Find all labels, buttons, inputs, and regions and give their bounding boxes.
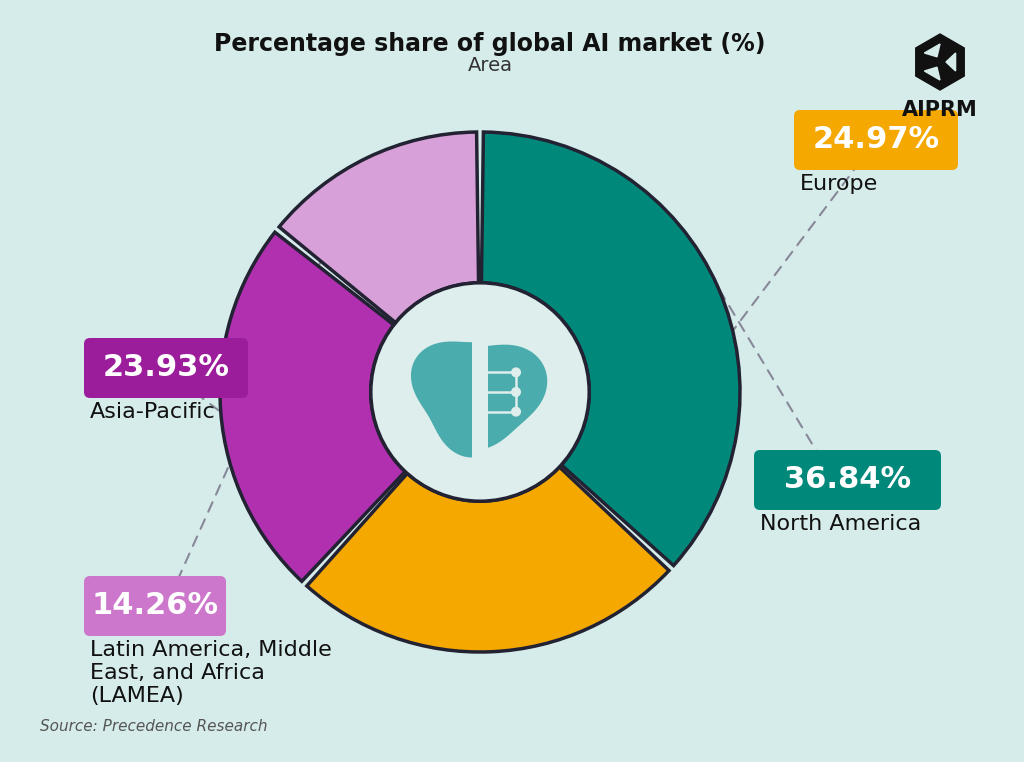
- FancyBboxPatch shape: [84, 576, 226, 636]
- Text: Percentage share of global AI market (%): Percentage share of global AI market (%): [214, 32, 766, 56]
- Text: 14.26%: 14.26%: [91, 591, 218, 620]
- Wedge shape: [481, 132, 740, 565]
- FancyBboxPatch shape: [84, 338, 248, 398]
- Polygon shape: [946, 53, 955, 71]
- Text: 24.97%: 24.97%: [812, 126, 940, 155]
- Polygon shape: [925, 44, 940, 57]
- FancyBboxPatch shape: [754, 450, 941, 510]
- Text: 36.84%: 36.84%: [784, 466, 911, 495]
- Text: AIPRM: AIPRM: [902, 100, 978, 120]
- Circle shape: [511, 387, 521, 397]
- Polygon shape: [915, 34, 965, 90]
- Polygon shape: [925, 67, 940, 80]
- Text: North America: North America: [760, 514, 922, 534]
- Wedge shape: [307, 467, 669, 652]
- Polygon shape: [488, 344, 547, 448]
- Circle shape: [511, 367, 521, 377]
- FancyBboxPatch shape: [794, 110, 958, 170]
- Wedge shape: [280, 132, 478, 322]
- Polygon shape: [411, 341, 472, 457]
- Circle shape: [371, 283, 589, 501]
- Text: Source: Precedence Research: Source: Precedence Research: [40, 719, 267, 734]
- Text: Europe: Europe: [800, 174, 879, 194]
- Text: Asia-Pacific: Asia-Pacific: [90, 402, 216, 422]
- Wedge shape: [220, 232, 406, 581]
- Text: Area: Area: [468, 56, 512, 75]
- Circle shape: [511, 407, 521, 417]
- Text: Latin America, Middle
East, and Africa
(LAMEA): Latin America, Middle East, and Africa (…: [90, 640, 332, 706]
- Text: 23.93%: 23.93%: [102, 354, 229, 383]
